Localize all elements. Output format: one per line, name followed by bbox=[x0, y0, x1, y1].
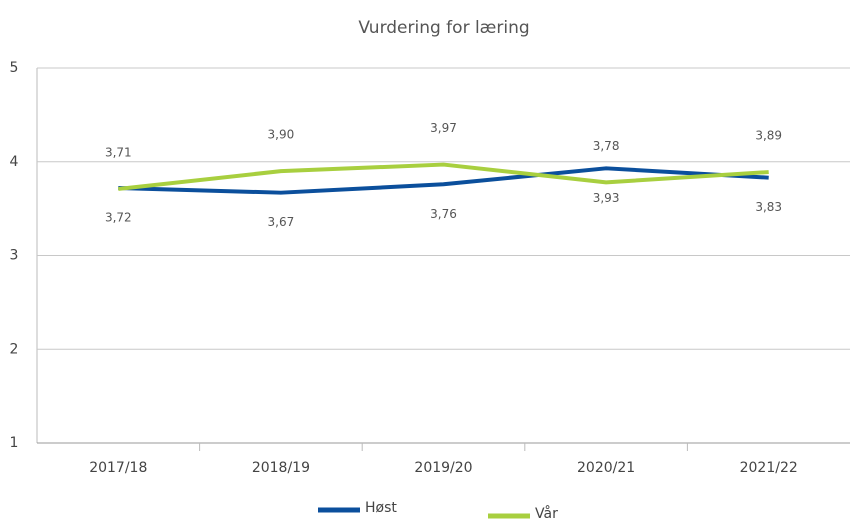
y-tick-label: 1 bbox=[10, 435, 19, 451]
data-label: 3,67 bbox=[268, 215, 295, 229]
legend-label: Høst bbox=[365, 500, 397, 516]
series-line bbox=[118, 162, 769, 191]
x-tick-label: 2021/22 bbox=[740, 460, 798, 476]
data-label: 3,93 bbox=[593, 191, 620, 205]
y-tick-label: 5 bbox=[10, 60, 19, 76]
y-tick-label: 3 bbox=[10, 248, 19, 264]
x-tick-label: 2020/21 bbox=[577, 460, 635, 476]
data-label: 3,71 bbox=[105, 145, 132, 159]
x-tick-label: 2017/18 bbox=[89, 460, 147, 476]
y-tick-label: 4 bbox=[10, 154, 19, 170]
data-label: 3,97 bbox=[430, 121, 457, 135]
x-tick-label: 2018/19 bbox=[252, 460, 310, 476]
data-label: 3,83 bbox=[755, 200, 782, 214]
series-line bbox=[118, 166, 769, 195]
data-label: 3,72 bbox=[105, 211, 132, 225]
y-tick-label: 2 bbox=[10, 341, 19, 357]
data-label: 3,76 bbox=[430, 207, 457, 221]
data-label: 3,90 bbox=[268, 128, 295, 142]
data-label: 3,78 bbox=[593, 139, 620, 153]
chart-title: Vurdering for læring bbox=[358, 18, 529, 38]
x-tick-label: 2019/20 bbox=[414, 460, 472, 476]
data-label: 3,89 bbox=[755, 129, 782, 143]
legend-label: Vår bbox=[535, 505, 558, 522]
